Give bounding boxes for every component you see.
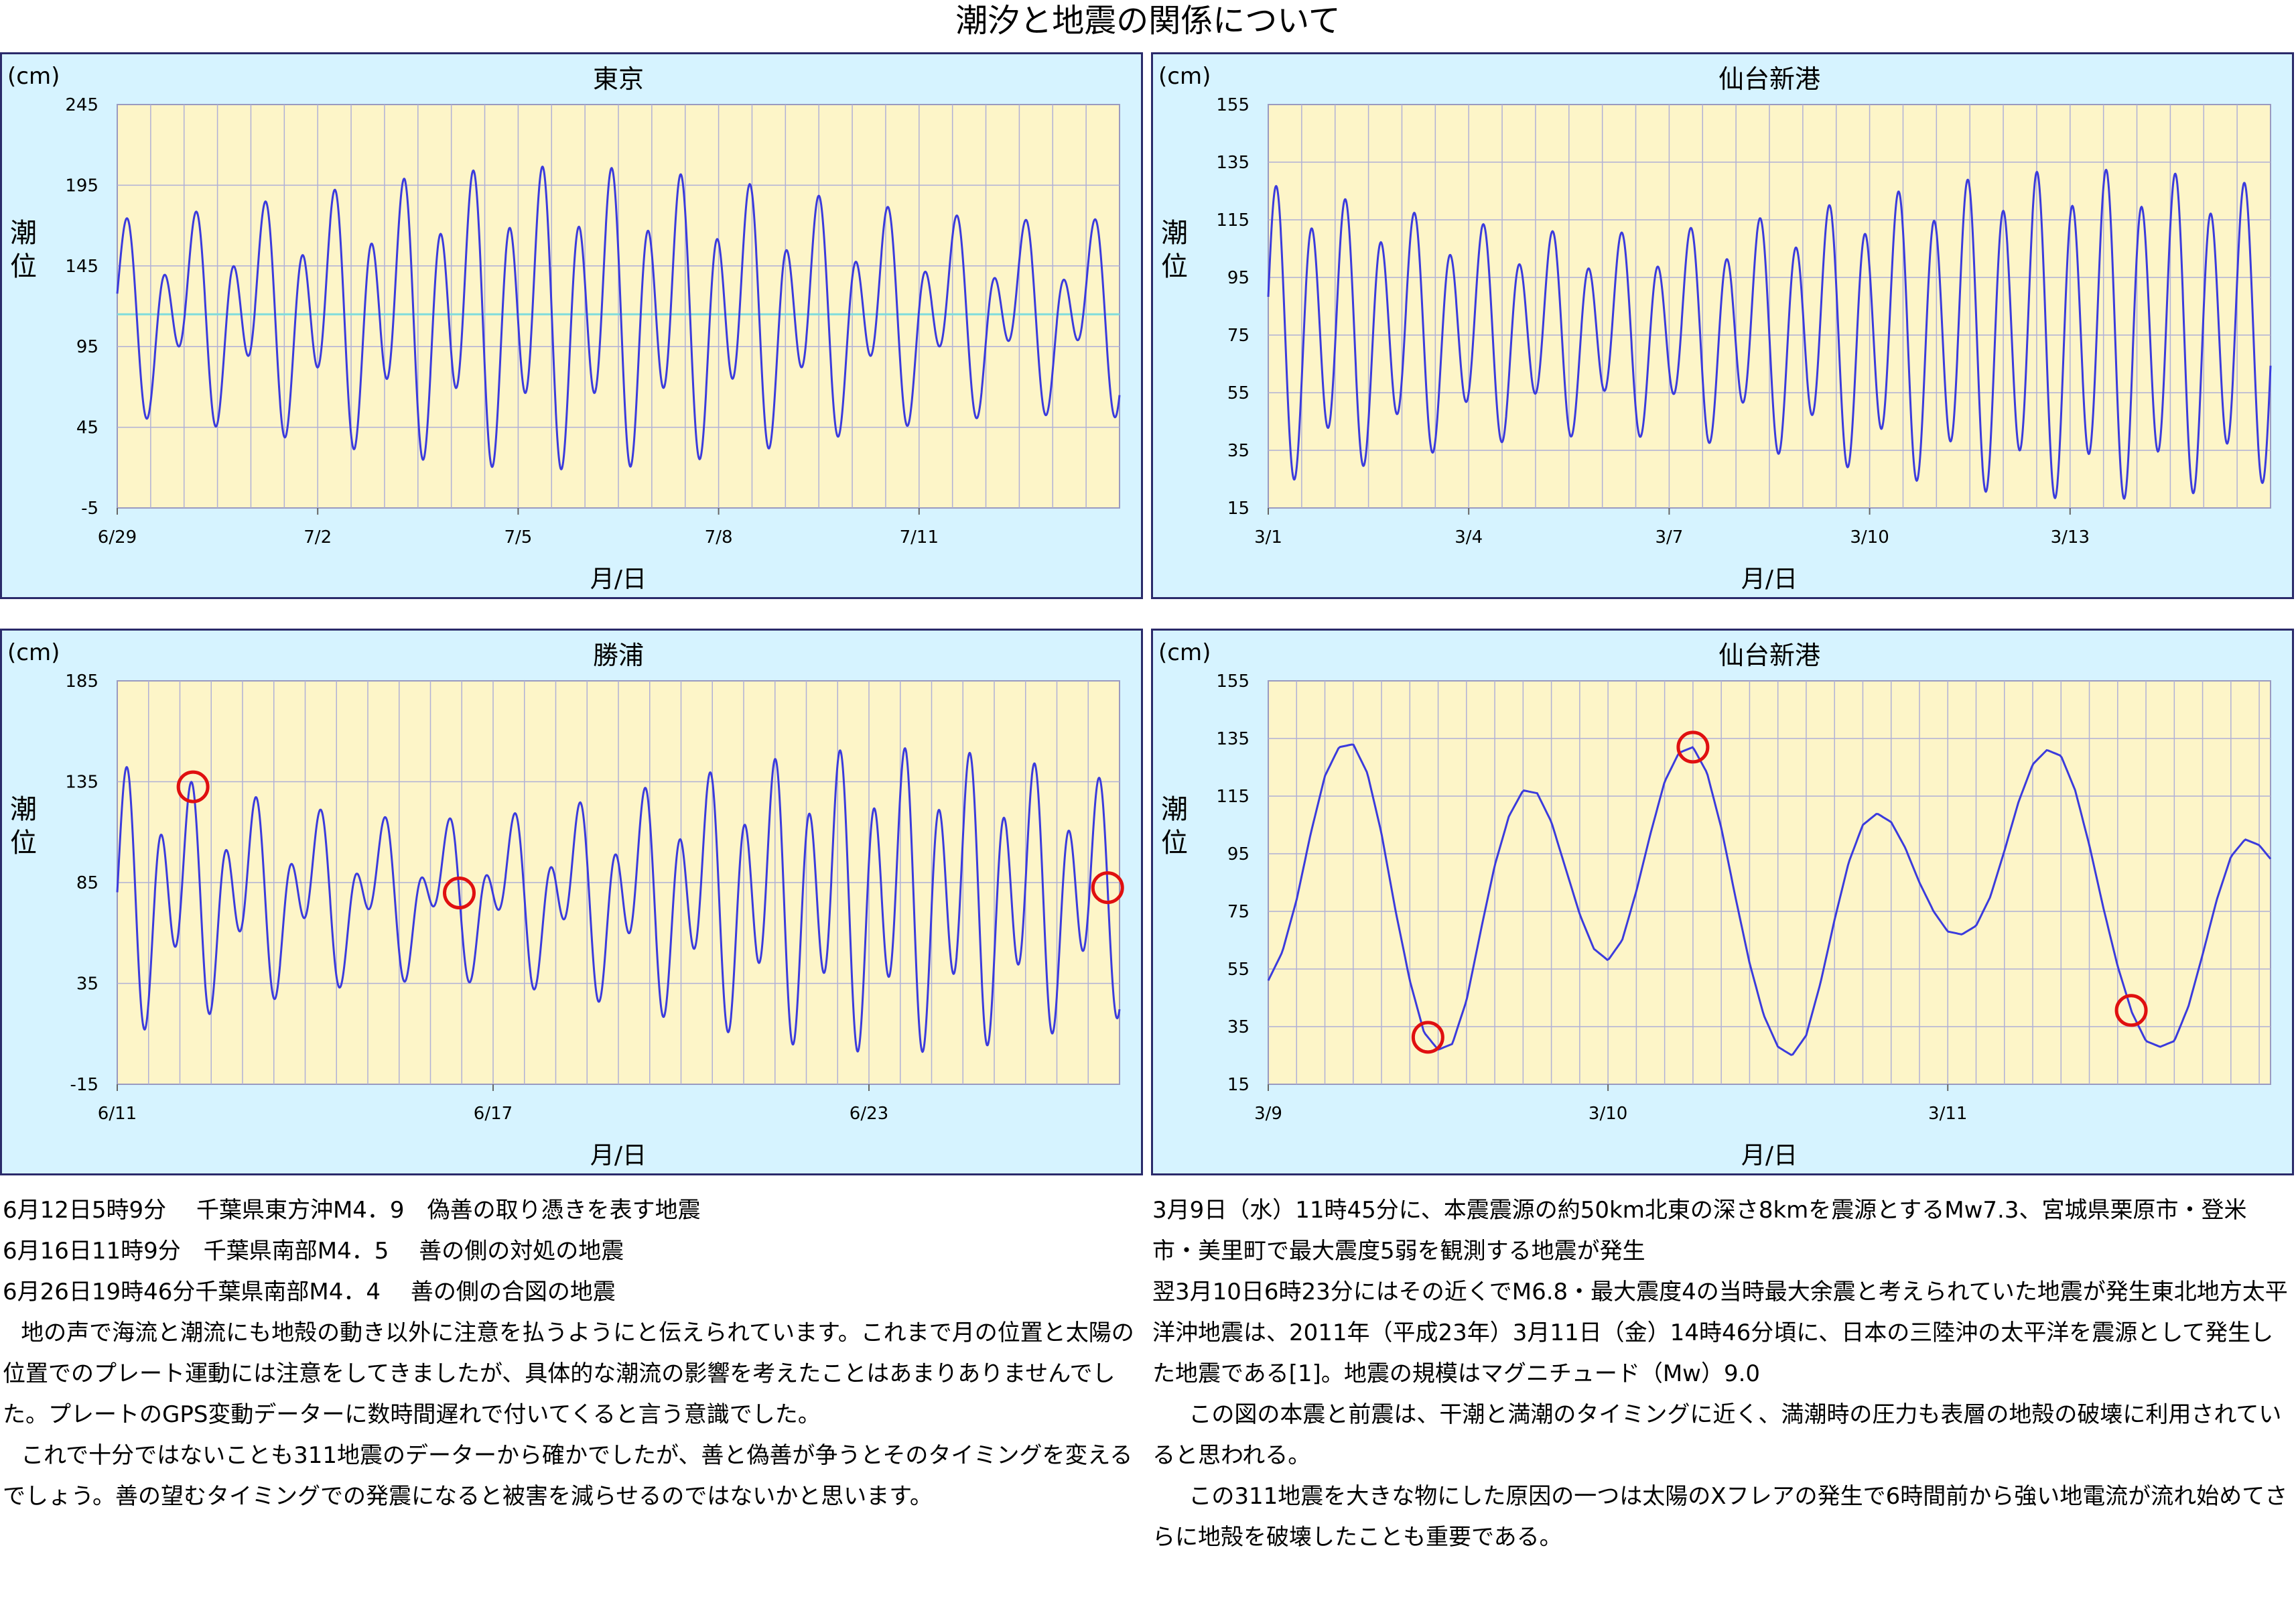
x-tick-label: 3/13	[2051, 527, 2090, 547]
y-tick-label: 55	[1227, 960, 1250, 980]
y-axis-label: 潮位	[10, 794, 37, 858]
chart-tokyo: 245 195 145 95 45 -56/29 7/2 7/5 7/8 7/11 (cm) 東京潮位…	[7, 63, 1121, 593]
left-paragraph-1: 地の声で海流と潮流にも地殻の動き以外に注意を払うようにと伝えられています。これま…	[3, 1319, 1134, 1428]
x-tick-label: 3/10	[1589, 1104, 1627, 1124]
x-axis-label: 月/日	[590, 1142, 647, 1169]
x-tick-label: 3/11	[1928, 1104, 1967, 1124]
y-tick-label: 115	[1216, 210, 1250, 231]
y-tick-label: 95	[1227, 268, 1250, 288]
series-line	[1267, 168, 2272, 500]
y-tick-label: 35	[1227, 1017, 1250, 1037]
y-axis-label: 潮位	[10, 218, 37, 282]
unit-label: (cm)	[1158, 63, 1211, 90]
y-tick-label: 75	[1227, 902, 1250, 922]
x-tick-label: 3/1	[1254, 527, 1282, 547]
quake-line-2: 6月16日11時9分 千葉県南部M4．5 善の側の対処の地震	[3, 1238, 624, 1265]
unit-label: (cm)	[1158, 639, 1211, 666]
y-tick-label: 185	[65, 671, 98, 692]
unit-label: (cm)	[7, 639, 60, 666]
earthquake-marker	[443, 877, 476, 910]
x-tick-label: 6/17	[474, 1104, 513, 1124]
earthquake-marker	[1411, 1021, 1444, 1054]
chart-panel-sendai-2: 155 135 115 95 75 55 35 15 3/9 3/10 3/11 (cm) 仙台新港潮位…	[1151, 629, 2294, 1175]
y-tick-label: 245	[65, 95, 98, 115]
y-tick-label: 155	[1216, 671, 1250, 692]
y-tick-label: 85	[76, 873, 98, 893]
unit-label: (cm)	[7, 63, 60, 90]
y-tick-label: 135	[1216, 729, 1250, 749]
x-axis-label: 月/日	[590, 566, 647, 593]
y-tick-label: 35	[76, 974, 98, 994]
y-tick-label: 95	[1227, 844, 1250, 864]
y-axis-label: 潮位	[1161, 218, 1188, 282]
y-tick-label: 95	[76, 337, 98, 357]
plot-area	[1268, 680, 2271, 1085]
chart-title: 東京	[593, 64, 644, 94]
earthquake-marker	[2114, 994, 2148, 1027]
x-tick-label: 7/5	[504, 527, 532, 547]
y-tick-label: 35	[1227, 441, 1250, 461]
y-tick-label: 75	[1227, 326, 1250, 346]
y-tick-label: -15	[70, 1075, 98, 1095]
y-tick-label: 15	[1227, 499, 1250, 519]
earthquake-marker	[1091, 871, 1124, 905]
x-tick-label: 7/8	[705, 527, 733, 547]
y-tick-label: -5	[81, 499, 98, 519]
y-tick-label: 55	[1227, 383, 1250, 403]
x-tick-label: 6/29	[98, 527, 137, 547]
x-tick-label: 3/9	[1254, 1104, 1282, 1124]
x-tick-label: 6/11	[98, 1104, 137, 1124]
x-axis-label: 月/日	[1741, 1142, 1798, 1169]
quake-line-1: 6月12日5時9分 千葉県東方沖M4．9 偽善の取り憑きを表す地震	[3, 1197, 701, 1224]
y-tick-label: 45	[76, 418, 98, 438]
series-line	[116, 747, 1121, 1053]
x-axis-label: 月/日	[1741, 566, 1798, 593]
x-tick-label: 6/23	[850, 1104, 888, 1124]
right-paragraph-4: この311地震を大きな物にした原因の一つは太陽のXフレアの発生で6時間前から強い…	[1152, 1483, 2288, 1551]
x-tick-label: 7/11	[900, 527, 939, 547]
earthquake-marker	[176, 770, 210, 803]
earthquake-marker	[1676, 730, 1710, 764]
series-line	[1267, 743, 2272, 1056]
chart-panel-katsuura: 185 135 85 35 -15 6/11 6/17 6/23 (cm) 勝浦潮位月/日	[0, 629, 1143, 1175]
chart-title: 勝浦	[593, 641, 644, 670]
y-tick-label: 135	[65, 773, 98, 793]
y-tick-label: 155	[1216, 95, 1250, 115]
quake-line-3: 6月26日19時46分千葉県南部M4．4 善の側の合図の地震	[3, 1279, 616, 1305]
right-paragraph-3: この図の本震と前震は、干潮と満潮のタイミングに近く、満潮時の圧力も表層の地殻の破…	[1152, 1401, 2282, 1469]
y-tick-label: 135	[1216, 153, 1250, 173]
y-tick-label: 195	[65, 176, 98, 196]
chart-panel-sendai-1: 155 135 115 95 75 55 35 15 3/1 3/4 3/7 3/10 3/13 (cm)…	[1151, 52, 2294, 599]
left-paragraph-2: これで十分ではないことも311地震のデーターから確かでしたが、善と偽善が争うとそ…	[3, 1442, 1133, 1510]
y-axis-label: 潮位	[1161, 794, 1188, 858]
chart-title: 仙台新港	[1718, 641, 1820, 670]
chart-sendai-1: 155 135 115 95 75 55 35 153/1 3/4 3/7 3/10 3/13 (cm)…	[1158, 63, 2272, 593]
text-right: 3月9日（水）11時45分に、本震震源の約50km北東の深さ8kmを震源とするM…	[1152, 1190, 2291, 1558]
chart-panel-tokyo: 245 195 145 95 45 -5 6/29 7/2 7/5 7/8 7/11 (cm) 東京潮位…	[0, 52, 1143, 599]
series-line	[116, 166, 1121, 471]
x-tick-label: 3/7	[1655, 527, 1683, 547]
x-tick-label: 3/4	[1455, 527, 1483, 547]
right-paragraph-2: 翌3月10日6時23分にはその近くでM6.8・最大震度4の当時最大余震と考えられ…	[1152, 1279, 2288, 1387]
y-tick-label: 145	[65, 257, 98, 277]
x-tick-label: 7/2	[303, 527, 332, 547]
y-tick-label: 115	[1216, 787, 1250, 807]
chart-title: 仙台新港	[1718, 64, 1820, 94]
x-tick-label: 3/10	[1850, 527, 1889, 547]
chart-sendai-2: 155 135 115 95 75 55 35 153/9 3/10 3/11 (cm) 仙台新港潮位…	[1158, 639, 2272, 1169]
y-tick-label: 15	[1227, 1075, 1250, 1095]
page-title: 潮汐と地震の関係について	[955, 2, 1341, 40]
text-left: 6月12日5時9分 千葉県東方沖M4．9 偽善の取り憑きを表す地震 6月16日1…	[3, 1190, 1139, 1517]
right-paragraph-1: 3月9日（水）11時45分に、本震震源の約50km北東の深さ8kmを震源とするM…	[1152, 1197, 2247, 1265]
